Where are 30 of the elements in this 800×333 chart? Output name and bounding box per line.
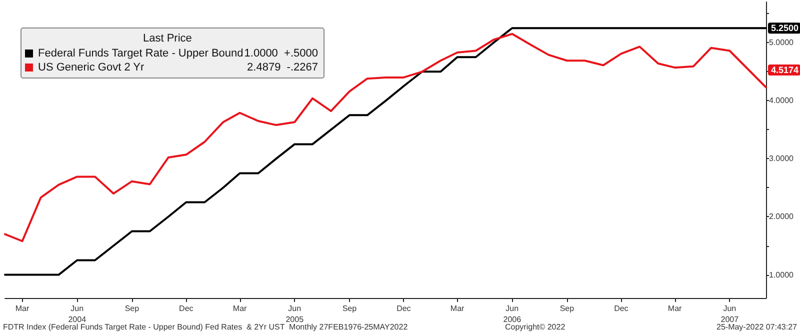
x-tick-label: Jun 2004 — [68, 304, 87, 324]
text: Copyright© 2022 — [505, 322, 566, 332]
y-tick-label: 4.0000 — [769, 96, 794, 106]
x-tick-label: Sep — [560, 304, 575, 313]
text: FDTR Index (Federal Funds Target Rate - Upper Bound) Fed Rates & 2Yr UST Monthly 27FEB1976-25MAY2022 — [3, 322, 408, 332]
text: 4.5174 — [771, 65, 799, 75]
y-tick-label: 2.0000 — [769, 212, 794, 222]
x-tick-label: Sep — [342, 304, 358, 313]
legend-title: Last Price — [142, 32, 192, 44]
y-tick-label: 1.0000 — [769, 270, 794, 280]
y-tick-label: 3.0000 — [769, 154, 794, 164]
x-tick-label: Dec — [396, 304, 411, 313]
annotation: 5.2500 — [771, 23, 799, 34]
annotation: 2.4879 -.2267 — [247, 62, 318, 74]
legend-label: Federal Funds Target Rate - Upper Bound — [38, 48, 244, 60]
x-tick-label: Jun 2005 — [286, 304, 304, 324]
annotation: 1.0000 +.5000 — [244, 48, 318, 60]
x-tick-label: Mar — [450, 304, 465, 313]
y-tick-label: 5.0000 — [769, 38, 794, 48]
x-tick-label: Sep — [124, 304, 140, 313]
text: 25-May-2022 07:43:27 — [716, 322, 798, 332]
x-tick-label: Jun 2007 — [720, 304, 740, 324]
x-tick-label: Dec — [614, 304, 628, 313]
line-series — [4, 32, 767, 242]
x-tick-label: Dec — [179, 304, 194, 313]
x-tick-label: Mar — [232, 304, 248, 313]
x-tick-label: Jun 2006 — [503, 304, 522, 324]
x-tick-label: Mar — [15, 304, 30, 313]
x-tick-label: Mar — [668, 304, 682, 313]
legend-label: US Generic Govt 2 Yr — [38, 62, 145, 74]
